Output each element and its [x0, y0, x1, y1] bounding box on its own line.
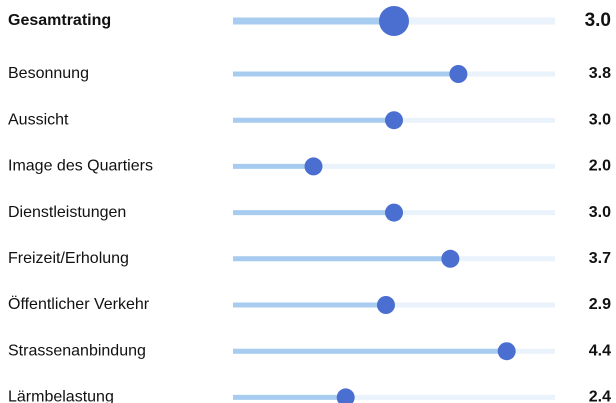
value-label: 3.0 — [585, 10, 611, 31]
value-label: 3.7 — [589, 250, 611, 267]
rating-dot — [441, 249, 460, 268]
rating-dot — [304, 157, 323, 176]
category-label: Freizeit/Erholung — [8, 250, 129, 267]
rating-dot — [385, 203, 403, 222]
rating-dot — [497, 342, 516, 361]
rating-dot — [449, 65, 468, 83]
value-label: 2.0 — [589, 158, 611, 175]
rating-dot — [379, 6, 409, 36]
category-label: Dienstleistungen — [8, 204, 126, 221]
value-label: 3.8 — [589, 65, 611, 82]
category-label: Öffentlicher Verkehr — [8, 295, 150, 313]
category-label: Gesamtrating — [8, 12, 111, 29]
category-label: Besonnung — [8, 65, 89, 82]
value-label: 2.4 — [589, 389, 611, 403]
value-label: 2.9 — [589, 296, 611, 313]
rating-dot — [336, 388, 355, 403]
value-label: 3.0 — [589, 111, 611, 128]
rating-dot — [385, 111, 403, 130]
category-label: Strassenanbindung — [8, 342, 146, 359]
category-label: Lärmbelastung — [8, 389, 114, 403]
category-label: Image des Quartiers — [8, 158, 153, 175]
category-label: Aussicht — [8, 111, 69, 128]
rating-dot — [376, 296, 395, 314]
value-label: 4.4 — [589, 342, 611, 359]
value-label: 3.0 — [589, 204, 611, 221]
